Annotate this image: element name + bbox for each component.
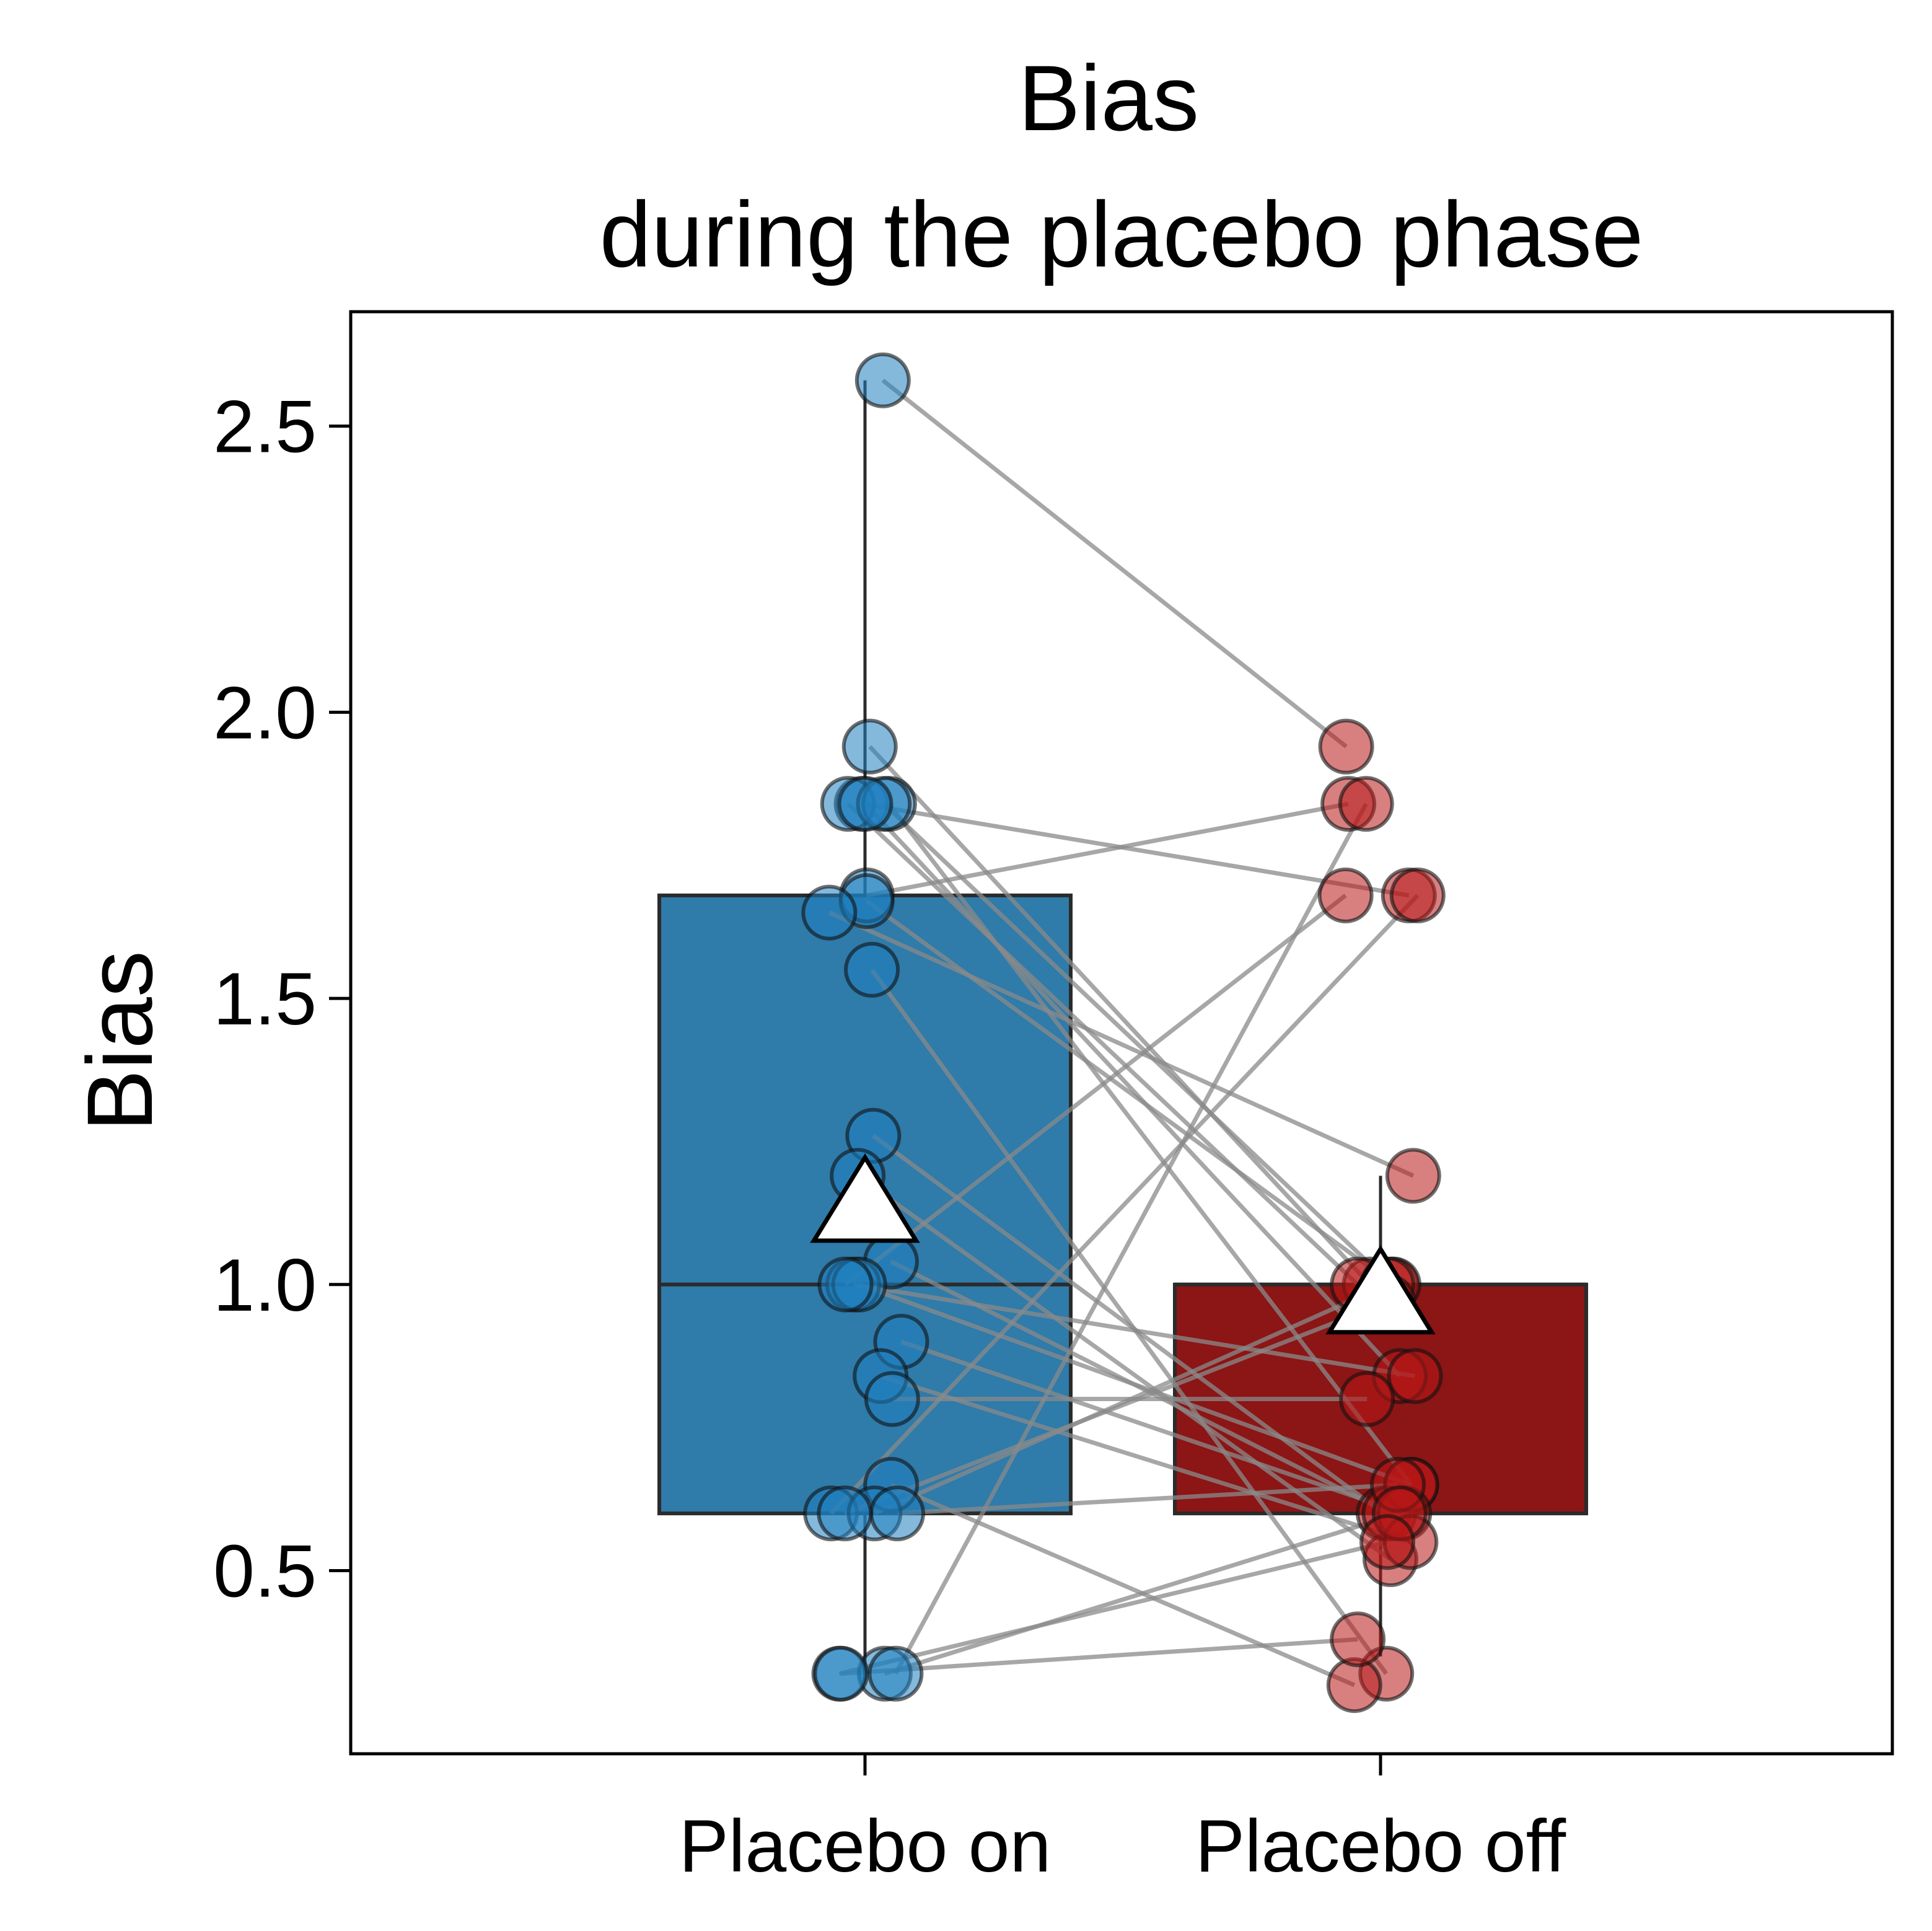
- y-axis-label: Bias: [68, 951, 172, 1132]
- plot-frame: [349, 310, 1894, 1756]
- data-point-placebo-on: [817, 1485, 873, 1542]
- y-tick-label: 1.0: [213, 1244, 317, 1327]
- paired-connector: [882, 802, 1394, 1287]
- plot-area: 0.5 1.0 1.5 2.0 2.5 Placebo on Placebo off: [213, 310, 1894, 1888]
- paired-connector: [881, 379, 1348, 749]
- data-point-placebo-off: [1387, 1348, 1443, 1404]
- data-point-placebo-off: [1389, 867, 1446, 923]
- chart-title-line-2: during the placebo phase: [600, 182, 1644, 286]
- mean-marker: [810, 1153, 920, 1243]
- x-tick-label: Placebo on: [679, 1805, 1051, 1888]
- data-point-placebo-on: [854, 352, 911, 408]
- paired-connector: [868, 745, 1372, 1287]
- data-point-placebo-on: [841, 718, 898, 775]
- paired-connector: [829, 894, 1420, 1515]
- data-point-placebo-off: [1338, 776, 1394, 832]
- paired-connector: [900, 1339, 1405, 1516]
- paired-connector: [828, 910, 1415, 1178]
- paired-connector: [858, 1282, 1412, 1487]
- paired-connector: [865, 899, 1395, 1287]
- chart-title-line-1: Bias: [1018, 46, 1199, 150]
- data-point-placebo-off: [1385, 1148, 1441, 1204]
- y-tick-label: 1.5: [213, 957, 317, 1040]
- data-point-placebo-on: [801, 884, 858, 941]
- paired-connector: [856, 1174, 1392, 1561]
- y-tick-label: 2.0: [213, 671, 317, 754]
- data-point-placebo-on: [867, 1645, 924, 1702]
- y-tick-label: 0.5: [213, 1530, 317, 1613]
- paired-connector: [838, 1539, 1388, 1676]
- mean-marker: [1325, 1244, 1436, 1335]
- paired-connector: [861, 801, 1410, 898]
- data-point-placebo-off: [1317, 867, 1374, 923]
- data-point-placebo-off: [1359, 1514, 1416, 1570]
- paired-connector: [863, 802, 1402, 1378]
- paired-connector: [841, 1637, 1358, 1676]
- paired-connector: [887, 803, 1413, 1487]
- paired-connector: [890, 1482, 1356, 1687]
- paired-connector: [866, 801, 1349, 898]
- paired-connector: [880, 1374, 1412, 1544]
- chart-title: Bias during the placebo phase: [600, 46, 1644, 286]
- data-point-placebo-on: [813, 1645, 869, 1702]
- data-point-placebo-on: [869, 1485, 926, 1542]
- x-tick-label: Placebo off: [1195, 1805, 1566, 1888]
- y-tick-label: 2.5: [213, 385, 317, 468]
- paired-connector: [844, 1300, 1389, 1516]
- paired-connector: [870, 968, 1389, 1675]
- data-point-placebo-on: [837, 776, 894, 832]
- data-point-placebo-off: [1318, 718, 1374, 775]
- data-point-placebo-off: [1330, 1611, 1386, 1668]
- data-point-placebo-on: [864, 1371, 920, 1427]
- paired-connector: [844, 894, 1347, 1287]
- data-point-placebo-on: [844, 941, 900, 998]
- paired-connector: [884, 1511, 1400, 1676]
- paired-connector: [853, 1282, 1416, 1379]
- data-point-placebo-off: [1339, 1371, 1395, 1427]
- paired-connector: [873, 1282, 1389, 1516]
- paired-connector: [894, 803, 1368, 1675]
- paired-connector: [897, 1482, 1399, 1516]
- data-point-placebo-on: [817, 1256, 874, 1313]
